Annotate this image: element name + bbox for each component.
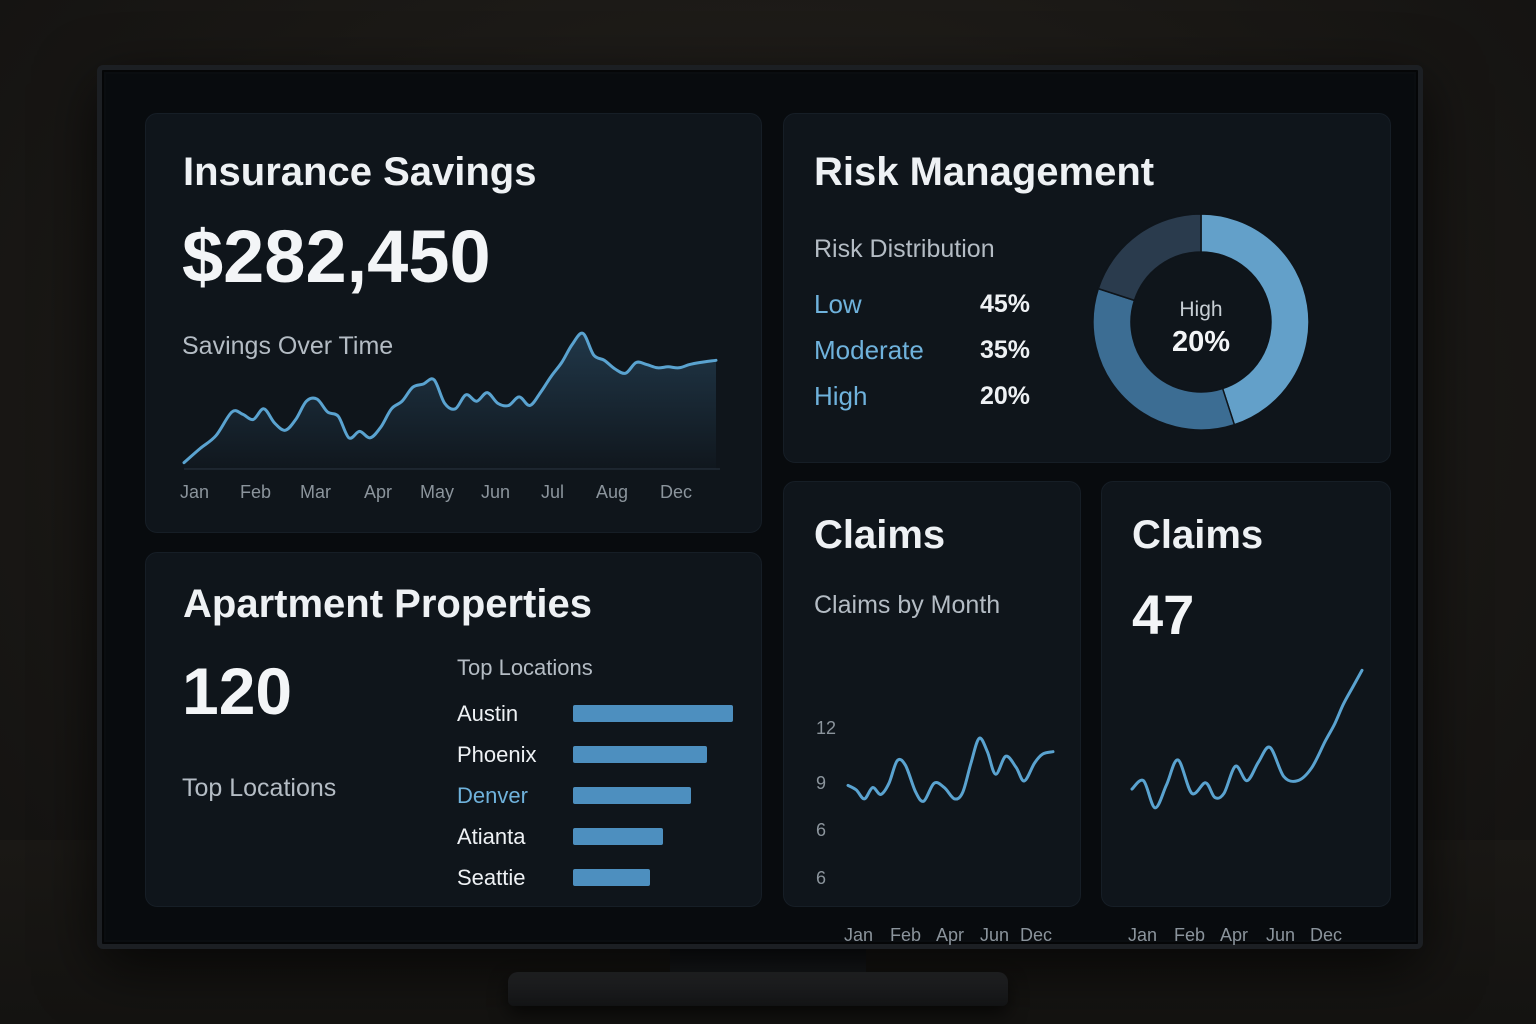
monitor-frame: Insurance Savings $282,450 Savings Over … <box>97 65 1423 949</box>
savings-series-line <box>182 331 718 465</box>
claims-count-value: 47 <box>1132 583 1195 646</box>
claims-x-tick-apr: Apr <box>936 925 965 945</box>
claims-count-card-title: Claims <box>1132 513 1264 557</box>
properties-top-locations-label: Top Locations <box>182 774 337 802</box>
savings-card-title: Insurance Savings <box>183 150 537 194</box>
risk-donut-chart <box>1092 213 1310 431</box>
risk-distribution-subtitle: Risk Distribution <box>814 235 995 263</box>
claims-count-x-tick-feb: Feb <box>1174 925 1206 945</box>
savings-over-time-chart <box>182 331 720 470</box>
claims-y-tick-0: 12 <box>816 718 837 738</box>
risk-value-low: 45% <box>980 290 1031 318</box>
donut-slice-low <box>1200 213 1310 426</box>
donut-slice-high <box>1097 213 1202 302</box>
savings-x-tick-apr: Apr <box>364 482 393 502</box>
claims-by-month-chart <box>846 736 1055 803</box>
claims-series-line <box>846 736 1055 803</box>
savings-x-tick-may: May <box>420 482 455 502</box>
savings-chart-title: Savings Over Time <box>182 332 394 360</box>
properties-count: 120 <box>182 654 293 728</box>
savings-amount: $282,450 <box>182 215 491 298</box>
location-bar-phoenix <box>573 746 708 763</box>
monitor-stand-neck <box>670 946 866 976</box>
claims-by-month-subtitle: Claims by Month <box>814 591 1001 619</box>
risk-value-moderate: 35% <box>980 336 1031 364</box>
claims-count-x-tick-jan: Jan <box>1128 925 1158 945</box>
claims-count-x-tick-dec: Dec <box>1310 925 1343 945</box>
top-locations-list-title: Top Locations <box>457 655 593 680</box>
risk-card-title: Risk Management <box>814 150 1155 194</box>
location-bar-austin <box>573 705 733 722</box>
location-label-seattie: Seattie <box>457 865 526 890</box>
location-bar-atianta <box>573 828 663 845</box>
claims-x-tick-jan: Jan <box>844 925 874 945</box>
risk-label-low: Low <box>814 289 862 319</box>
claims-y-tick-3: 6 <box>816 868 827 888</box>
location-bar-denver <box>573 787 692 804</box>
savings-x-tick-jun: Jun <box>481 482 511 502</box>
claims-by-month-card: Claims Claims by Month 12 9 6 6 Jan Feb Apr Ju… <box>783 481 1081 945</box>
savings-x-tick-jul: Jul <box>541 482 565 502</box>
claims-count-series-line <box>1130 668 1364 810</box>
risk-label-high: High <box>814 381 868 411</box>
claims-count-chart <box>1130 668 1364 810</box>
claims-count-card: Claims 47 Jan Feb Apr Jun Dec <box>1101 481 1391 945</box>
donut-center-value: 20% <box>1171 326 1231 358</box>
claims-y-tick-2: 6 <box>816 820 827 840</box>
claims-x-tick-jun: Jun <box>980 925 1010 945</box>
claims-count-x-tick-apr: Apr <box>1220 925 1249 945</box>
savings-x-tick-feb: Feb <box>240 482 272 502</box>
claims-x-tick-dec: Dec <box>1020 925 1053 945</box>
savings-x-tick-mar: Mar <box>300 482 331 502</box>
claims-count-x-tick-jun: Jun <box>1266 925 1296 945</box>
savings-area-fill <box>184 333 716 469</box>
monitor-stand-base <box>508 972 1008 1006</box>
apartment-properties-card: Apartment Properties 120 Top Locations T… <box>145 552 762 907</box>
risk-label-moderate: Moderate <box>814 335 924 365</box>
location-label-atianta: Atianta <box>457 824 526 849</box>
location-label-austin: Austin <box>457 701 519 726</box>
claims-y-tick-1: 9 <box>816 773 827 793</box>
savings-x-tick-jan: Jan <box>180 482 210 502</box>
donut-slice-moderate <box>1092 287 1236 431</box>
insurance-savings-card: Insurance Savings $282,450 Savings Over … <box>145 113 762 533</box>
location-label-phoenix: Phoenix <box>457 742 537 767</box>
savings-x-tick-aug: Aug <box>596 482 629 502</box>
location-bar-seattie <box>573 869 650 886</box>
dashboard-screen: Insurance Savings $282,450 Savings Over … <box>106 74 1414 945</box>
savings-x-tick-dec: Dec <box>660 482 693 502</box>
risk-management-card: Risk Management Risk Distribution Low 45%… <box>783 113 1391 463</box>
properties-card-title: Apartment Properties <box>183 582 592 626</box>
donut-center-label: High <box>1179 298 1223 321</box>
location-label-denver: Denver <box>457 783 528 808</box>
claims-x-tick-feb: Feb <box>890 925 922 945</box>
claims-chart-card-title: Claims <box>814 513 946 557</box>
risk-value-high: 20% <box>980 382 1031 410</box>
